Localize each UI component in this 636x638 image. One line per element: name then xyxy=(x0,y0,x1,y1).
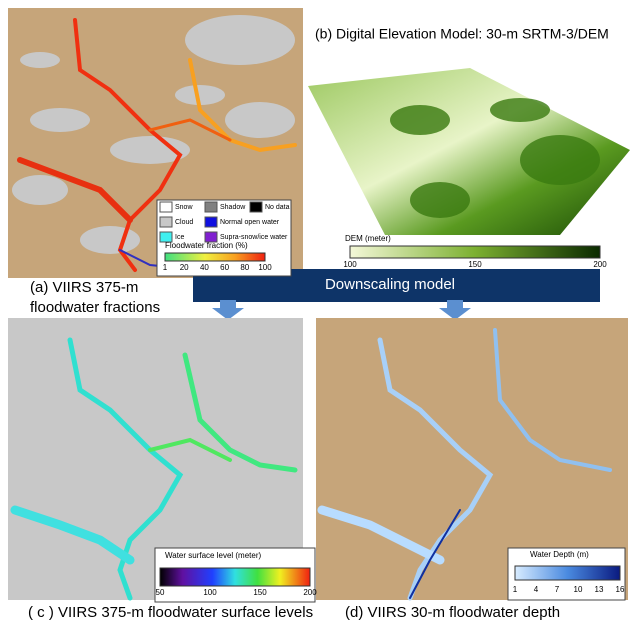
colorbar-tick-label: 10 xyxy=(574,585,583,594)
colorbar-tick-label: 1 xyxy=(513,585,518,594)
caption: (d) VIIRS 30-m floodwater depth xyxy=(345,604,560,621)
colorbar-tick-label: 60 xyxy=(220,263,229,272)
colorbar xyxy=(349,245,601,259)
legend-label: Normal open water xyxy=(220,219,280,226)
colorbar-tick-label: 20 xyxy=(180,263,189,272)
dem-panel: (b) Digital Elevation Model: 30-m SRTM-3… xyxy=(308,26,630,235)
legend-label: Snow xyxy=(175,204,193,211)
colorbar-title: Floodwater fraction (%) xyxy=(165,241,248,250)
colorbar xyxy=(514,565,621,581)
colorbar-tick-label: 7 xyxy=(555,585,560,594)
colorbar-tick-label: 100 xyxy=(343,260,357,269)
arrow xyxy=(212,300,244,320)
colorbar-tick-label: 150 xyxy=(468,260,482,269)
colorbar-tick-label: 16 xyxy=(616,585,625,594)
banner-text: Downscaling model xyxy=(325,276,455,293)
legend-swatch xyxy=(159,216,173,228)
map-c xyxy=(8,318,316,603)
legend-swatch xyxy=(204,231,218,243)
colorbar-title: Water surface level (meter) xyxy=(165,551,262,560)
colorbar-tick-label: 100 xyxy=(258,263,272,272)
caption: (a) VIIRS 375-m xyxy=(30,279,138,296)
colorbar-title: DEM (meter) xyxy=(345,234,391,243)
legend-swatch xyxy=(204,216,218,228)
legend-box xyxy=(156,199,292,277)
legend-label: No data xyxy=(265,204,290,211)
colorbar-tick-label: 200 xyxy=(303,588,317,597)
legend-label: Cloud xyxy=(175,219,193,226)
colorbar-tick-label: 1 xyxy=(163,263,168,272)
legend-label: Ice xyxy=(175,234,184,241)
legend-swatch xyxy=(249,201,263,213)
colorbar-title: Water Depth (m) xyxy=(530,550,589,559)
legend-swatch xyxy=(159,201,173,213)
colorbar-tick-label: 100 xyxy=(203,588,217,597)
caption: floodwater fractions xyxy=(30,299,160,316)
arrow xyxy=(439,300,471,320)
legend-swatch xyxy=(204,201,218,213)
caption: ( c ) VIIRS 375-m floodwater surface lev… xyxy=(28,604,313,621)
colorbar-tick-label: 4 xyxy=(534,585,539,594)
colorbar-tick-label: 13 xyxy=(595,585,604,594)
colorbar-tick-label: 40 xyxy=(200,263,209,272)
colorbar xyxy=(159,567,311,587)
colorbar-tick-label: 50 xyxy=(156,588,165,597)
colorbar-tick-label: 200 xyxy=(593,260,607,269)
dem-title: (b) Digital Elevation Model: 30-m SRTM-3… xyxy=(315,26,609,42)
colorbar xyxy=(164,252,266,262)
legend-label: Shadow xyxy=(220,204,246,211)
legend-swatch xyxy=(159,231,173,243)
legend-label: Supra-snow/ice water xyxy=(220,234,288,241)
colorbar-tick-label: 80 xyxy=(240,263,249,272)
map-a xyxy=(8,8,303,278)
colorbar-tick-label: 150 xyxy=(253,588,267,597)
